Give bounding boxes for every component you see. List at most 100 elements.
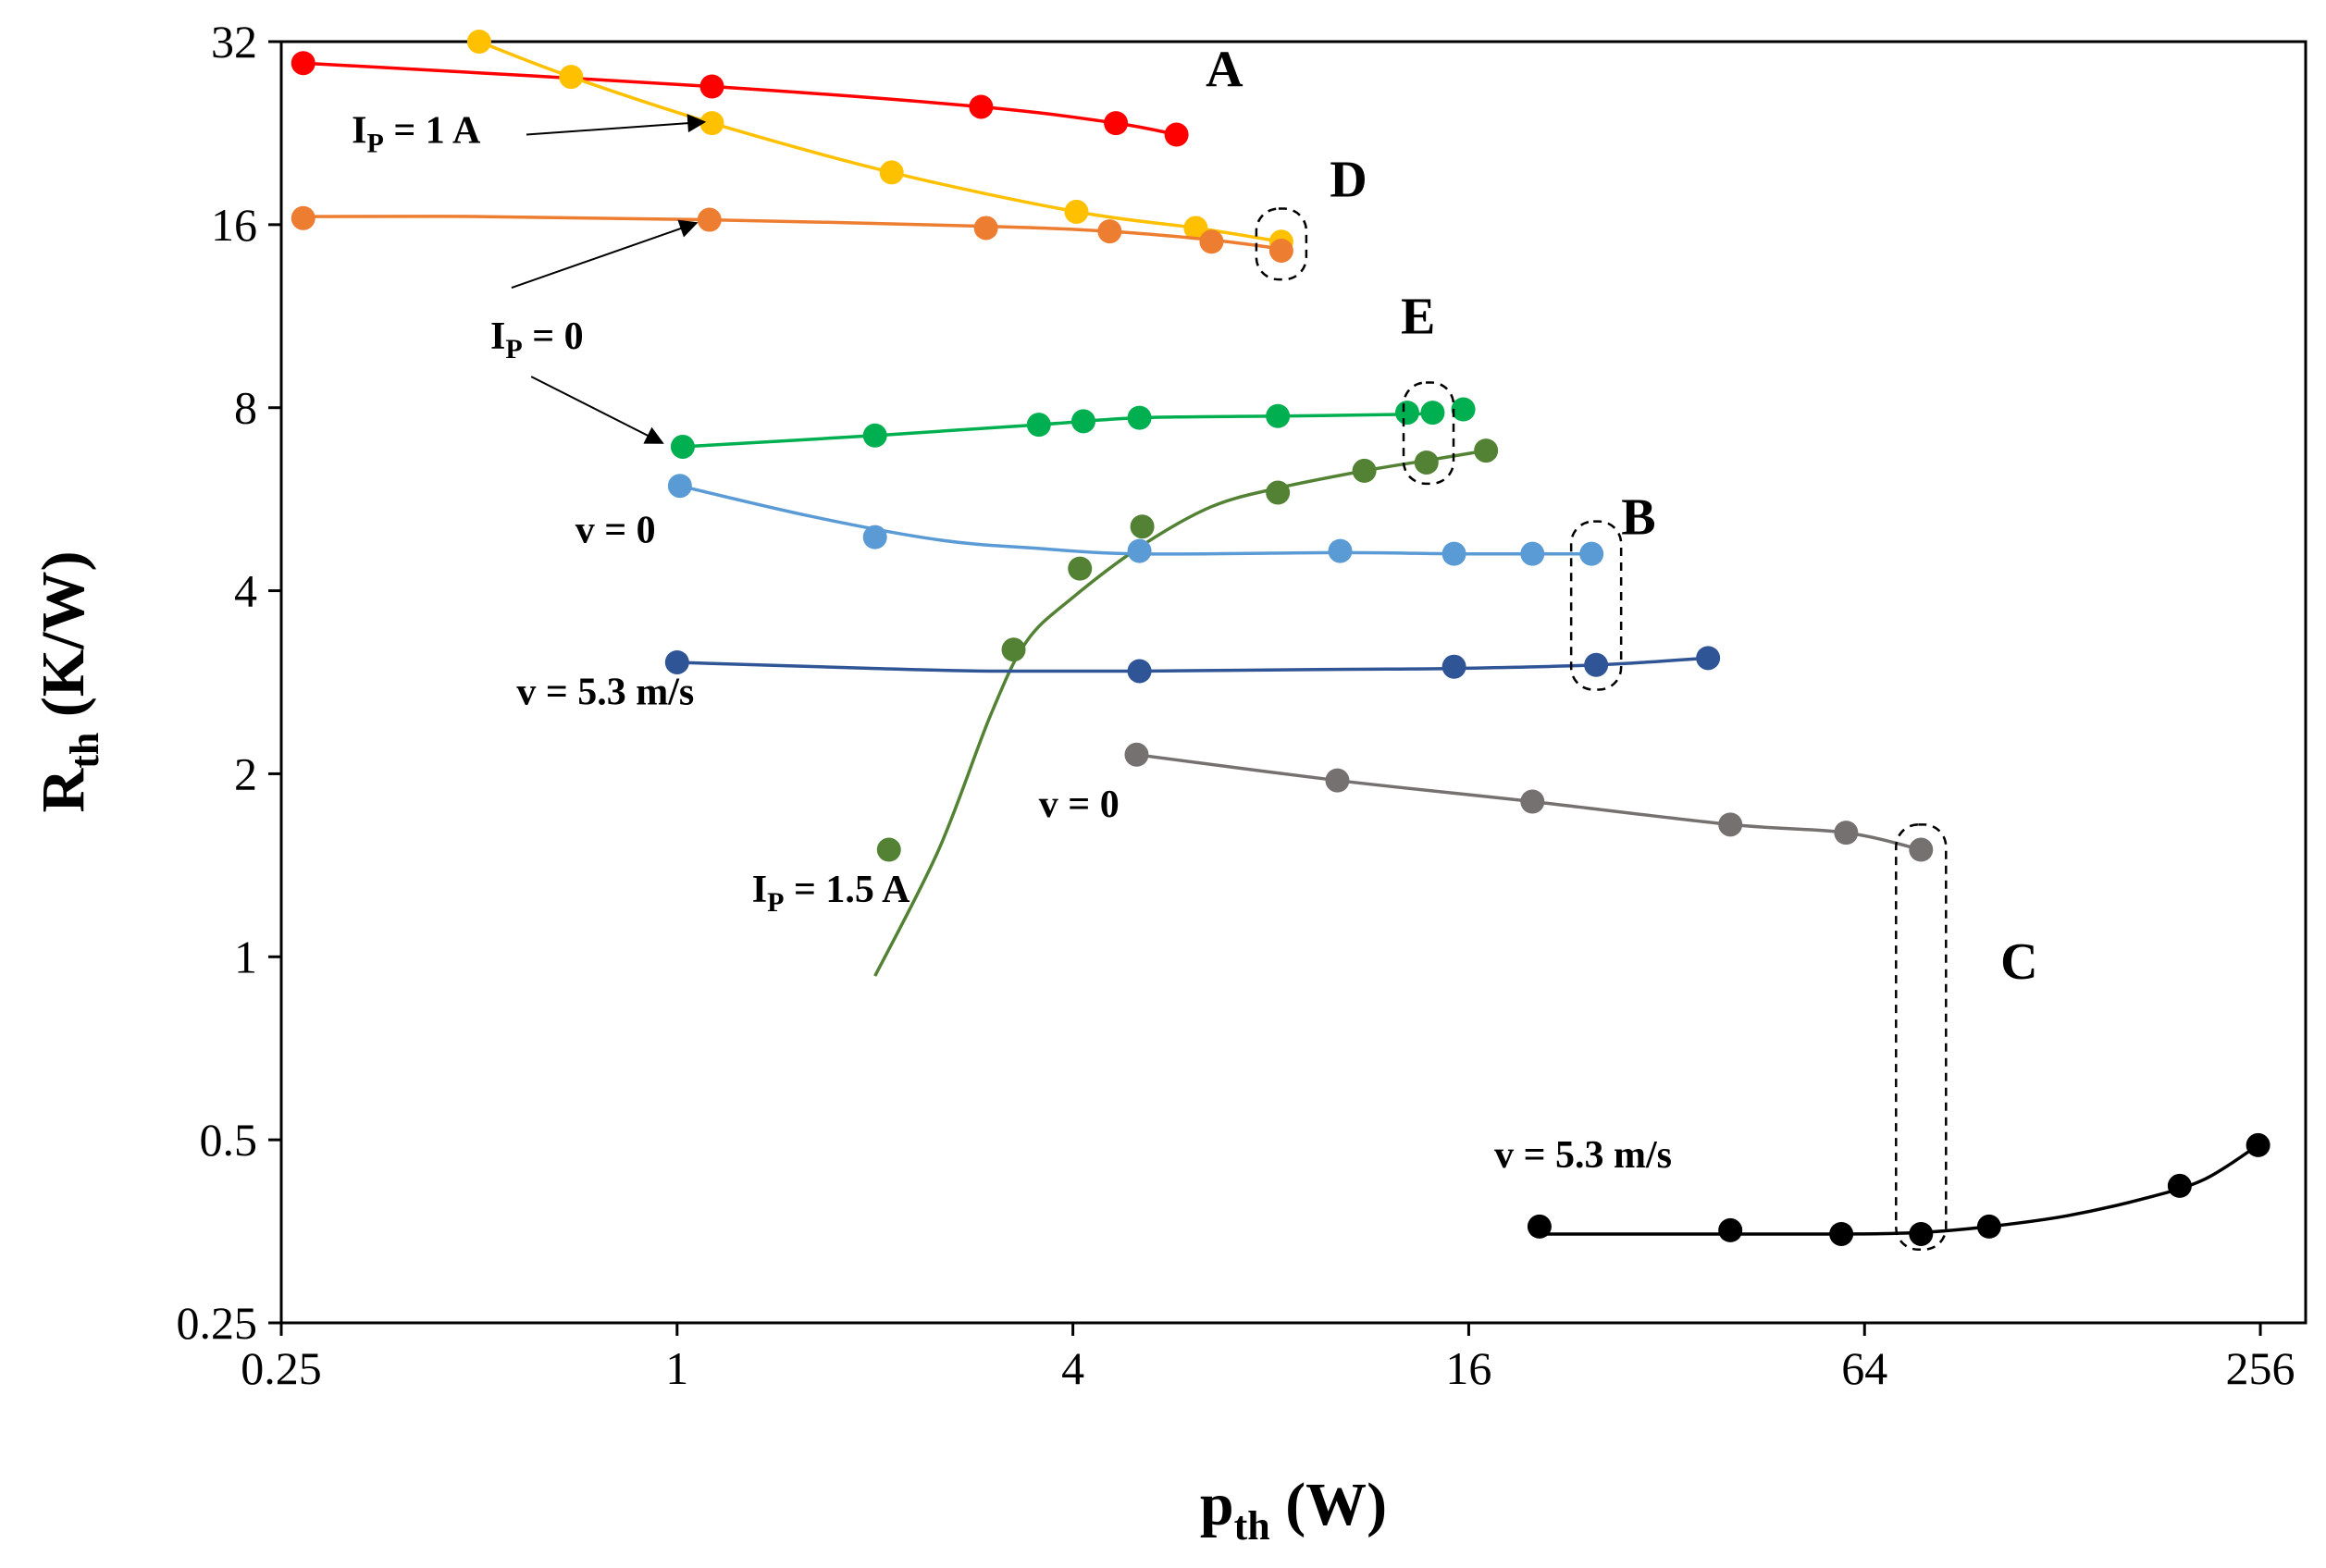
data-point [1527, 1214, 1552, 1239]
data-point [1579, 541, 1604, 566]
series-6 [664, 646, 1721, 684]
data-point [1130, 514, 1155, 539]
data-point [1183, 216, 1208, 241]
data-point [1976, 1214, 2001, 1239]
y-tick-label: 4 [234, 565, 257, 617]
series-3 [670, 397, 1476, 459]
data-point [1266, 480, 1291, 505]
data-point [667, 474, 692, 499]
x-tick-label: 4 [1061, 1342, 1084, 1394]
data-point [1104, 111, 1129, 136]
dashed-group-box [1255, 207, 1308, 281]
data-point [1325, 768, 1350, 793]
plot-area [279, 40, 2307, 1325]
data-point [1420, 401, 1445, 426]
data-point [1520, 789, 1545, 814]
dashed-group-box [1402, 381, 1455, 486]
data-point [1451, 397, 1476, 422]
annotation-v53b: v = 5.3 m/s [1494, 1134, 1672, 1177]
data-point [1266, 403, 1291, 428]
arrow-layer [511, 114, 707, 444]
data-point [1414, 450, 1439, 475]
curve-label-D: D [1330, 151, 1367, 208]
data-point [559, 65, 584, 90]
data-point [1127, 659, 1152, 684]
annotation-v0a: v = 0 [575, 510, 656, 552]
data-point [1718, 812, 1743, 837]
annotation-arrow [511, 219, 699, 289]
annotation-v53a: v = 5.3 m/s [516, 672, 694, 714]
curve-label-A: A [1206, 41, 1243, 98]
data-point [1909, 1221, 1934, 1246]
data-point [1001, 637, 1026, 662]
data-point [1909, 837, 1934, 862]
curve-label-C: C [2000, 933, 2037, 991]
annotation-ip0: IP = 0 [490, 315, 584, 364]
data-point [1070, 409, 1095, 434]
data-point [699, 74, 724, 99]
data-point [2246, 1132, 2270, 1157]
series-5 [667, 474, 1604, 566]
y-axis-title: Rth (K/W) [30, 551, 107, 813]
series-line [676, 656, 1709, 673]
data-point [1441, 654, 1466, 679]
data-point [1199, 229, 1224, 254]
x-tick-label: 16 [1445, 1342, 1491, 1394]
annotation-arrow [526, 114, 707, 136]
annotation-ip15: IP = 1.5 A [752, 869, 910, 918]
data-point [670, 434, 695, 459]
data-point [1097, 219, 1122, 244]
data-point [1829, 1221, 1854, 1246]
data-point [1584, 652, 1609, 677]
data-point [1328, 538, 1353, 563]
dashed-group-box [1569, 520, 1623, 691]
y-tick-label: 8 [234, 382, 257, 434]
data-point [862, 525, 887, 549]
data-point [876, 837, 901, 862]
data-point [1124, 742, 1149, 767]
data-point [1268, 238, 1293, 263]
annotation-v0b: v = 0 [1039, 784, 1120, 826]
data-point [1352, 458, 1377, 483]
x-tick-label: 64 [1841, 1342, 1887, 1394]
y-tick-label: 32 [211, 16, 257, 68]
series-line [682, 411, 1433, 449]
x-axis-title: pth (W) [1200, 1471, 1387, 1549]
x-tick-label: 1 [665, 1342, 688, 1394]
data-point [466, 30, 491, 54]
dashed-group-layer [1255, 207, 1948, 1252]
data-point [1834, 821, 1859, 846]
data-point [1064, 199, 1089, 224]
annotation-ip1: IP = 1 A [352, 110, 481, 159]
curve-label-E: E [1401, 288, 1435, 345]
series-4 [873, 438, 1499, 977]
y-tick-label: 16 [211, 199, 257, 251]
series-line [303, 215, 1282, 251]
data-point [1696, 646, 1721, 671]
data-point [1068, 556, 1093, 581]
annotation-arrow [530, 376, 664, 444]
data-point [862, 423, 887, 448]
data-point [969, 94, 994, 119]
series-2 [291, 205, 1293, 263]
y-tick-label: 1 [234, 931, 257, 982]
x-tick-label: 0.25 [241, 1342, 322, 1394]
data-point [1394, 401, 1419, 426]
data-point [973, 216, 998, 241]
data-point [697, 207, 722, 232]
dashed-group-box [1895, 823, 1948, 1252]
annotation-layer: A D E B C IP = 1 A IP = 0 IP = 1.5 A v = 0 v = 5.… [352, 41, 2037, 1177]
data-point [879, 160, 904, 185]
y-tick-label: 2 [234, 747, 257, 799]
series-0 [291, 51, 1189, 147]
data-point [291, 205, 315, 230]
y-tick-label: 0.25 [177, 1297, 258, 1349]
data-point [1127, 405, 1152, 430]
data-point [1441, 541, 1466, 566]
data-point [699, 111, 724, 136]
series-7 [1124, 742, 1934, 862]
series-8 [1527, 1132, 2270, 1246]
data-point [1520, 541, 1545, 566]
data-point [1474, 438, 1499, 463]
